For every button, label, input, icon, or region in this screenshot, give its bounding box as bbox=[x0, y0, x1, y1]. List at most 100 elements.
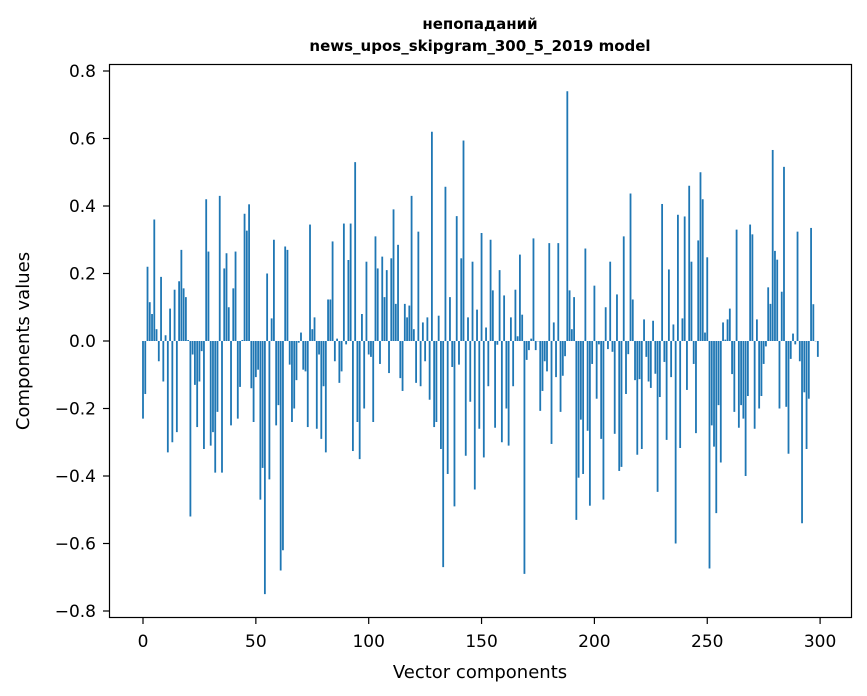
bar-238 bbox=[679, 341, 682, 448]
y-tick-label: 0.2 bbox=[69, 265, 96, 285]
x-tick-label: 100 bbox=[352, 632, 384, 652]
bar-33 bbox=[216, 341, 219, 412]
bar-114 bbox=[399, 341, 402, 379]
bar-195 bbox=[582, 341, 585, 474]
bar-36 bbox=[223, 268, 226, 341]
bar-288 bbox=[792, 333, 794, 341]
bar-17 bbox=[180, 249, 183, 341]
bar-276 bbox=[765, 341, 767, 347]
bar-2 bbox=[146, 266, 149, 341]
y-tick-label: 0.0 bbox=[69, 332, 96, 352]
bar-256 bbox=[719, 341, 722, 463]
bar-285 bbox=[785, 341, 788, 407]
bar-154 bbox=[489, 239, 492, 341]
bar-299 bbox=[816, 341, 819, 357]
bar-9 bbox=[162, 341, 165, 382]
bar-216 bbox=[629, 193, 632, 341]
bar-16 bbox=[178, 281, 181, 341]
bar-6 bbox=[155, 329, 158, 341]
bar-96 bbox=[358, 341, 361, 460]
bar-266 bbox=[742, 341, 745, 419]
bar-101 bbox=[370, 341, 372, 357]
bar-14 bbox=[173, 289, 176, 341]
bar-120 bbox=[412, 329, 415, 341]
bar-278 bbox=[769, 303, 772, 341]
bar-176 bbox=[539, 341, 542, 411]
bar-212 bbox=[620, 341, 623, 467]
chart-title-line-2: news_upos_skipgram_300_5_2019 model bbox=[309, 37, 650, 55]
bar-61 bbox=[279, 341, 282, 571]
bar-264 bbox=[737, 341, 740, 428]
bar-248 bbox=[701, 199, 704, 341]
bar-15 bbox=[175, 341, 178, 433]
bar-178 bbox=[543, 341, 546, 362]
bar-265 bbox=[740, 341, 743, 406]
bar-224 bbox=[647, 341, 650, 382]
bar-193 bbox=[577, 341, 580, 478]
bar-52 bbox=[259, 341, 262, 500]
bar-24 bbox=[196, 341, 199, 428]
bar-166 bbox=[516, 336, 519, 341]
bar-219 bbox=[636, 341, 639, 455]
y-tick-label: 0.4 bbox=[69, 197, 96, 217]
bar-145 bbox=[469, 341, 472, 402]
bar-102 bbox=[372, 341, 375, 422]
bar-60 bbox=[277, 341, 280, 406]
bar-124 bbox=[421, 322, 424, 341]
bar-160 bbox=[503, 295, 506, 341]
bar-99 bbox=[365, 261, 368, 341]
bar-197 bbox=[586, 341, 589, 431]
bar-181 bbox=[550, 341, 553, 444]
bar-82 bbox=[327, 299, 329, 341]
bar-286 bbox=[787, 341, 790, 454]
bar-63 bbox=[284, 246, 287, 341]
bar-217 bbox=[631, 299, 634, 341]
bar-40 bbox=[232, 288, 235, 341]
bar-90 bbox=[345, 341, 348, 345]
bar-295 bbox=[807, 341, 810, 399]
bar-293 bbox=[803, 341, 806, 393]
y-tick-label: −0.4 bbox=[55, 467, 96, 487]
x-axis-ticks: 0 50 100 150 200 250 300 bbox=[138, 618, 836, 652]
bar-141 bbox=[460, 258, 463, 341]
bar-1 bbox=[144, 341, 147, 394]
bar-242 bbox=[688, 185, 691, 341]
bar-27 bbox=[203, 341, 205, 449]
bar-83 bbox=[329, 299, 332, 341]
bar-134 bbox=[444, 186, 447, 341]
bar-37 bbox=[225, 253, 228, 341]
bar-72 bbox=[304, 341, 307, 372]
bar-137 bbox=[451, 341, 454, 367]
bar-249 bbox=[704, 332, 706, 341]
bar-221 bbox=[640, 341, 643, 449]
bar-206 bbox=[607, 341, 609, 350]
bar-47 bbox=[248, 204, 250, 341]
bar-165 bbox=[514, 289, 517, 341]
bar-110 bbox=[390, 258, 393, 341]
bar-93 bbox=[351, 341, 354, 452]
bar-49 bbox=[252, 341, 255, 422]
bar-228 bbox=[656, 341, 659, 492]
bar-281 bbox=[776, 259, 779, 341]
bar-34 bbox=[218, 195, 221, 341]
bar-78 bbox=[318, 341, 320, 355]
bar-18 bbox=[182, 288, 185, 341]
bar-42 bbox=[236, 341, 239, 419]
bar-184 bbox=[557, 243, 560, 341]
bar-46 bbox=[245, 230, 248, 341]
bar-95 bbox=[356, 341, 359, 422]
bar-229 bbox=[658, 341, 661, 398]
bar-157 bbox=[496, 341, 499, 345]
bar-196 bbox=[584, 248, 587, 341]
bar-227 bbox=[654, 341, 657, 374]
x-tick-label: 150 bbox=[465, 632, 497, 652]
bar-177 bbox=[541, 341, 544, 391]
bar-64 bbox=[286, 249, 289, 341]
bar-4 bbox=[151, 314, 153, 341]
bar-211 bbox=[618, 341, 621, 471]
bar-232 bbox=[665, 341, 668, 440]
bar-274 bbox=[760, 341, 763, 397]
bar-100 bbox=[367, 341, 370, 355]
bar-104 bbox=[376, 268, 379, 341]
